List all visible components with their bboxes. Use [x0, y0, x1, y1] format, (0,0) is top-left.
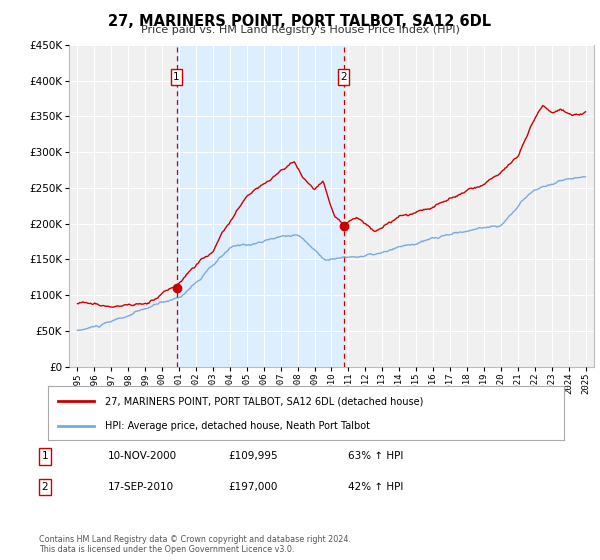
Text: 1: 1 — [173, 72, 180, 82]
Text: HPI: Average price, detached house, Neath Port Talbot: HPI: Average price, detached house, Neat… — [105, 421, 370, 431]
Text: 17-SEP-2010: 17-SEP-2010 — [108, 482, 174, 492]
Text: Price paid vs. HM Land Registry's House Price Index (HPI): Price paid vs. HM Land Registry's House … — [140, 25, 460, 35]
Text: Contains HM Land Registry data © Crown copyright and database right 2024.
This d: Contains HM Land Registry data © Crown c… — [39, 535, 351, 554]
Text: 10-NOV-2000: 10-NOV-2000 — [108, 451, 177, 461]
Text: 2: 2 — [340, 72, 347, 82]
Text: 1: 1 — [41, 451, 49, 461]
Text: 27, MARINERS POINT, PORT TALBOT, SA12 6DL (detached house): 27, MARINERS POINT, PORT TALBOT, SA12 6D… — [105, 396, 423, 407]
Text: £109,995: £109,995 — [228, 451, 278, 461]
Text: 42% ↑ HPI: 42% ↑ HPI — [348, 482, 403, 492]
Bar — [176, 45, 344, 367]
Text: 27, MARINERS POINT, PORT TALBOT, SA12 6DL: 27, MARINERS POINT, PORT TALBOT, SA12 6D… — [109, 14, 491, 29]
Text: £197,000: £197,000 — [228, 482, 277, 492]
Text: 63% ↑ HPI: 63% ↑ HPI — [348, 451, 403, 461]
Text: 2: 2 — [41, 482, 49, 492]
